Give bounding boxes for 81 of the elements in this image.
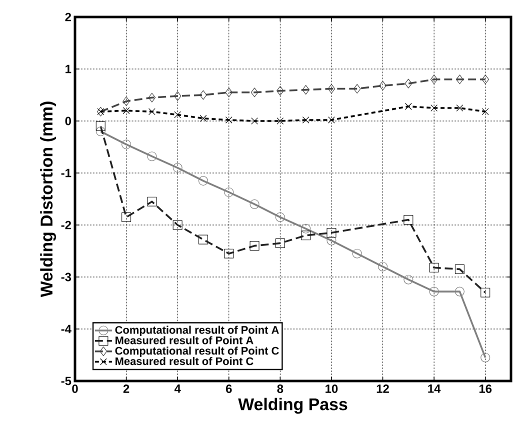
y-tick-label: -2 (61, 220, 72, 230)
legend-label: Computational result of Point A (115, 326, 279, 336)
y-tick-label: -4 (61, 324, 72, 334)
point (456, 104, 464, 112)
point (198, 234, 208, 244)
x-tick-label: 10 (326, 384, 338, 393)
point (378, 262, 388, 272)
point (326, 236, 336, 246)
point (147, 152, 157, 162)
y-tick-label: 1 (66, 64, 72, 74)
point (250, 241, 260, 251)
y-tick-label: 0 (65, 116, 71, 126)
point (429, 262, 439, 272)
point (353, 84, 361, 94)
point (224, 187, 234, 198)
legend-label: Measured result of Point A (116, 336, 254, 344)
point (480, 288, 490, 298)
legend-label: Computational result of Point C (115, 346, 279, 357)
point (482, 74, 490, 84)
legend-label: Measured result of Point C (116, 357, 254, 366)
y-tick-label: -1 (61, 168, 72, 178)
y-tick-label: 2 (65, 12, 72, 22)
point (482, 108, 489, 116)
point (122, 212, 132, 222)
x-tick-label: 0 (72, 384, 78, 393)
point (302, 85, 310, 95)
point (379, 80, 386, 90)
point (225, 116, 232, 124)
point (430, 74, 438, 84)
point (429, 286, 439, 296)
point (96, 121, 106, 131)
point (404, 102, 412, 110)
x-tick-label: 12 (376, 384, 389, 393)
point (174, 111, 182, 118)
point (174, 91, 182, 101)
point (480, 352, 490, 362)
x-tick-label: 6 (226, 384, 232, 393)
point (250, 199, 260, 209)
point (200, 114, 207, 122)
x-tick-label: 4 (174, 384, 181, 393)
point (251, 118, 258, 124)
point (276, 118, 284, 124)
x-tick-label: 8 (277, 384, 284, 393)
point (275, 212, 285, 222)
point (198, 176, 208, 186)
x-tick-label: 2 (123, 384, 130, 393)
point (404, 215, 414, 225)
point (122, 140, 132, 150)
point (122, 107, 130, 114)
point (301, 230, 311, 240)
point (172, 220, 182, 230)
point (454, 286, 464, 296)
point (430, 104, 438, 112)
point (148, 92, 156, 102)
point (352, 248, 362, 258)
point (276, 86, 284, 96)
point (301, 224, 311, 234)
point (225, 88, 233, 98)
point (147, 196, 157, 206)
point (172, 163, 182, 173)
point (302, 116, 310, 124)
point (328, 116, 335, 124)
x-tick-label: 14 (428, 384, 441, 393)
point (200, 90, 207, 100)
x-tick-label: 16 (479, 384, 492, 393)
point (326, 228, 336, 238)
point (454, 264, 464, 274)
point (96, 126, 106, 136)
point (328, 84, 336, 94)
point (148, 108, 156, 116)
point (404, 274, 414, 284)
point (224, 248, 234, 258)
y-axis-title: Welding Distortion (mm) (40, 102, 56, 298)
point (122, 96, 130, 106)
point (404, 78, 412, 88)
point (275, 238, 285, 248)
point (456, 74, 464, 84)
point (250, 88, 258, 98)
x-axis-title: Welding Pass (238, 398, 348, 414)
y-tick-label: -5 (61, 376, 72, 386)
y-tick-label: -3 (61, 272, 72, 282)
